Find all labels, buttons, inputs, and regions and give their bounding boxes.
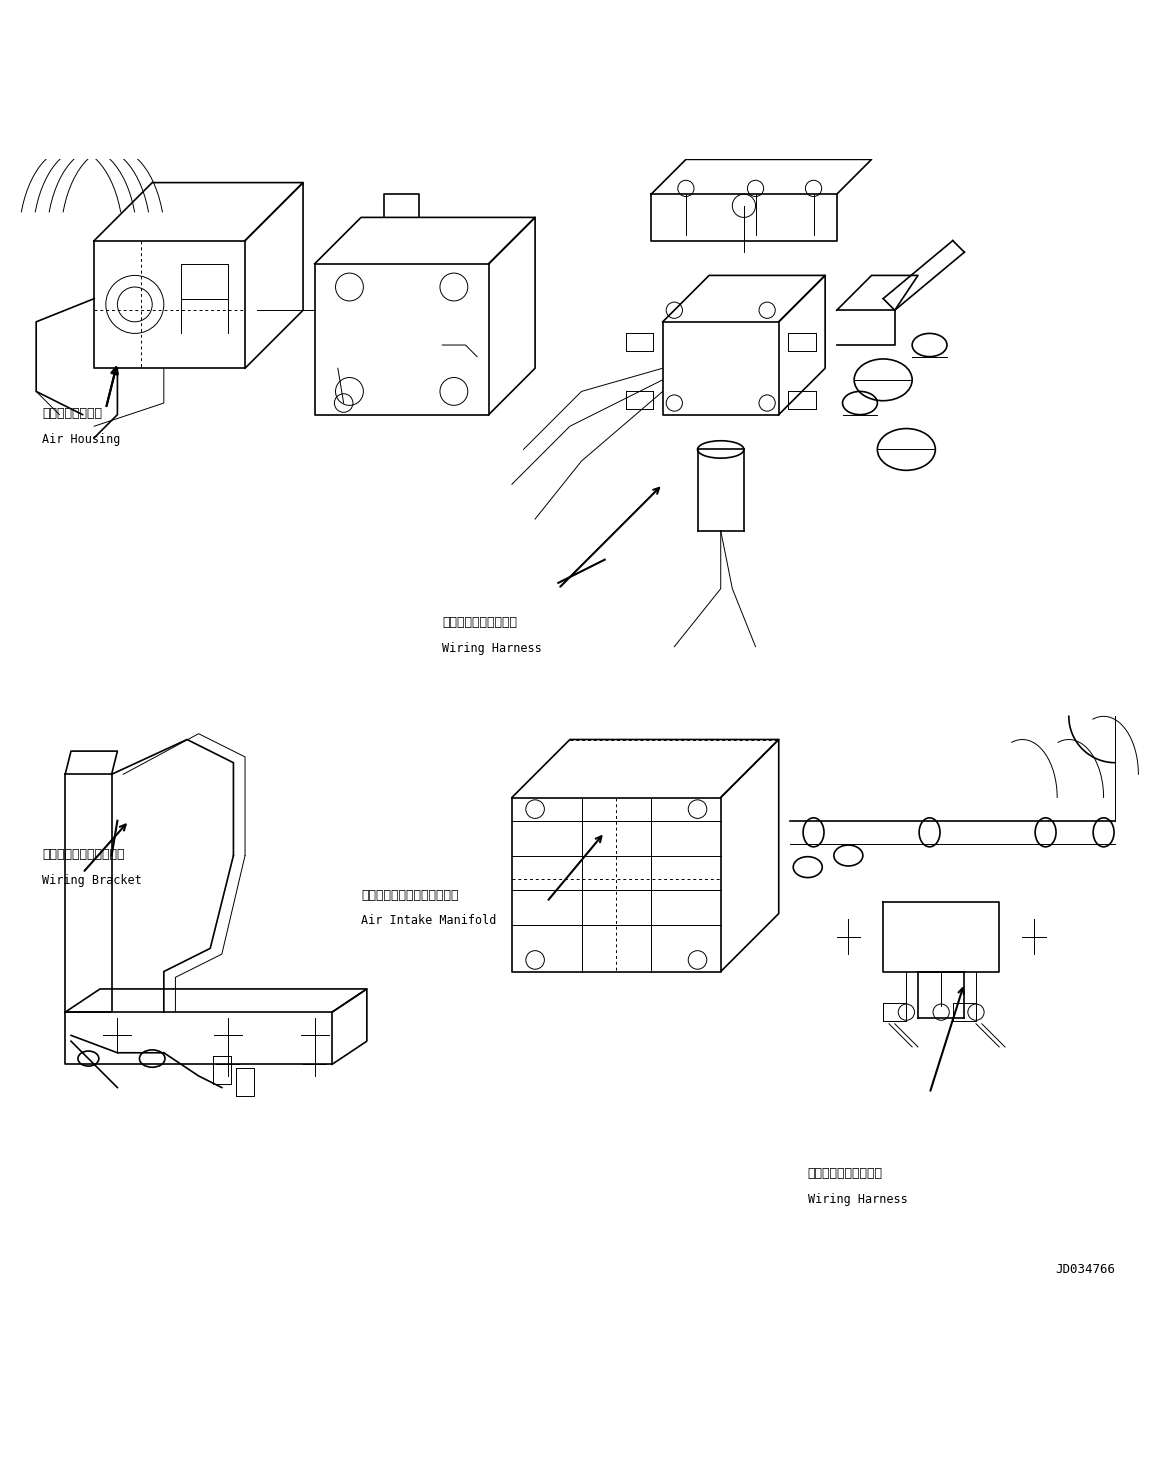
Text: ワイヤリングハーネス: ワイヤリングハーネス bbox=[442, 617, 518, 629]
Text: JD034766: JD034766 bbox=[1055, 1263, 1115, 1275]
Text: Wiring Harness: Wiring Harness bbox=[808, 1194, 907, 1205]
Text: エアーインテークマニホルド: エアーインテークマニホルド bbox=[361, 889, 458, 902]
Text: Air Housing: Air Housing bbox=[42, 433, 121, 447]
Text: ワイヤリングハーネス: ワイヤリングハーネス bbox=[808, 1167, 883, 1180]
Text: ワイヤリングブラケット: ワイヤリングブラケット bbox=[42, 849, 124, 861]
Text: Air Intake Manifold: Air Intake Manifold bbox=[361, 914, 497, 927]
Text: Wiring Bracket: Wiring Bracket bbox=[42, 874, 142, 887]
Text: エアーハウジング: エアーハウジング bbox=[42, 407, 102, 420]
Text: Wiring Harness: Wiring Harness bbox=[442, 642, 542, 655]
